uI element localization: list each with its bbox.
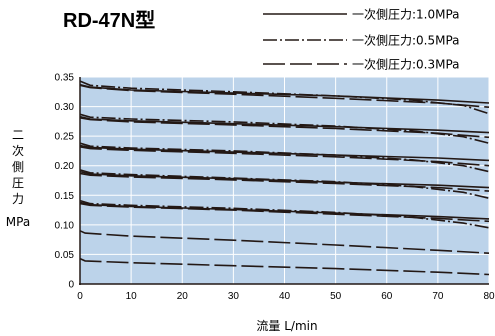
x-tick-labels: 0 10 20 30 40 50 60 70 80 xyxy=(77,291,495,302)
legend-label-1: 一次側圧力:1.0MPa xyxy=(352,8,460,22)
series-line-longdash-8 xyxy=(79,146,490,167)
x-axis-title: 流量 L/min xyxy=(256,319,317,333)
x-tick-label: 20 xyxy=(177,291,189,302)
legend: 一次側圧力:1.0MPa 一次側圧力:0.5MPa 一次側圧力:0.3MPa xyxy=(263,8,460,72)
x-tick-label: 60 xyxy=(381,291,393,302)
series-line-longdash-2 xyxy=(79,84,490,108)
y-axis-title-char: 二 xyxy=(12,128,24,142)
y-tick-label: 0.30 xyxy=(55,102,75,113)
y-axis-unit: MPa xyxy=(6,215,30,229)
series-group xyxy=(79,80,490,276)
series-line-longdash-15 xyxy=(79,230,490,254)
x-tick-label: 40 xyxy=(279,291,291,302)
chart-title: RD-47N型 xyxy=(63,9,155,32)
series-line-longdash-16 xyxy=(79,257,490,276)
series-line-dashdot-13 xyxy=(79,199,490,229)
series-line-dashdot-7 xyxy=(79,142,490,173)
x-tick-label: 70 xyxy=(432,291,444,302)
series-line-dashdot-10 xyxy=(79,169,490,199)
y-tick-label: 0 xyxy=(68,280,74,291)
y-tick-labels: 0 0.05 0.10 0.15 0.20 0.25 0.30 0.35 xyxy=(55,73,75,291)
x-tick-label: 30 xyxy=(228,291,240,302)
y-axis-title-char: 側 xyxy=(12,160,24,174)
series-line-longdash-11 xyxy=(79,172,490,192)
series-line-solid-9 xyxy=(79,170,490,189)
y-axis-title-char: 力 xyxy=(12,192,24,206)
x-tick-label: 50 xyxy=(330,291,342,302)
y-axis-title-char: 圧 xyxy=(12,176,24,190)
series-line-solid-6 xyxy=(79,144,490,162)
legend-label-2: 一次側圧力:0.5MPa xyxy=(352,34,460,48)
x-tick-label: 0 xyxy=(77,291,83,302)
y-tick-label: 0.20 xyxy=(55,161,75,172)
x-tick-label: 10 xyxy=(126,291,138,302)
series-line-dashdot-1 xyxy=(79,80,490,115)
y-tick-label: 0.05 xyxy=(55,250,75,261)
x-tick-label: 80 xyxy=(483,291,495,302)
y-tick-label: 0.35 xyxy=(55,73,75,84)
y-tick-label: 0.10 xyxy=(55,220,75,231)
series-line-dashdot-4 xyxy=(79,113,490,144)
series-line-longdash-5 xyxy=(79,117,490,139)
y-tick-label: 0.15 xyxy=(55,191,75,202)
legend-label-3: 一次側圧力:0.3MPa xyxy=(352,58,460,72)
series-line-longdash-14 xyxy=(79,202,490,223)
y-axis-title-char: 次 xyxy=(12,144,24,158)
y-tick-label: 0.25 xyxy=(55,132,75,143)
